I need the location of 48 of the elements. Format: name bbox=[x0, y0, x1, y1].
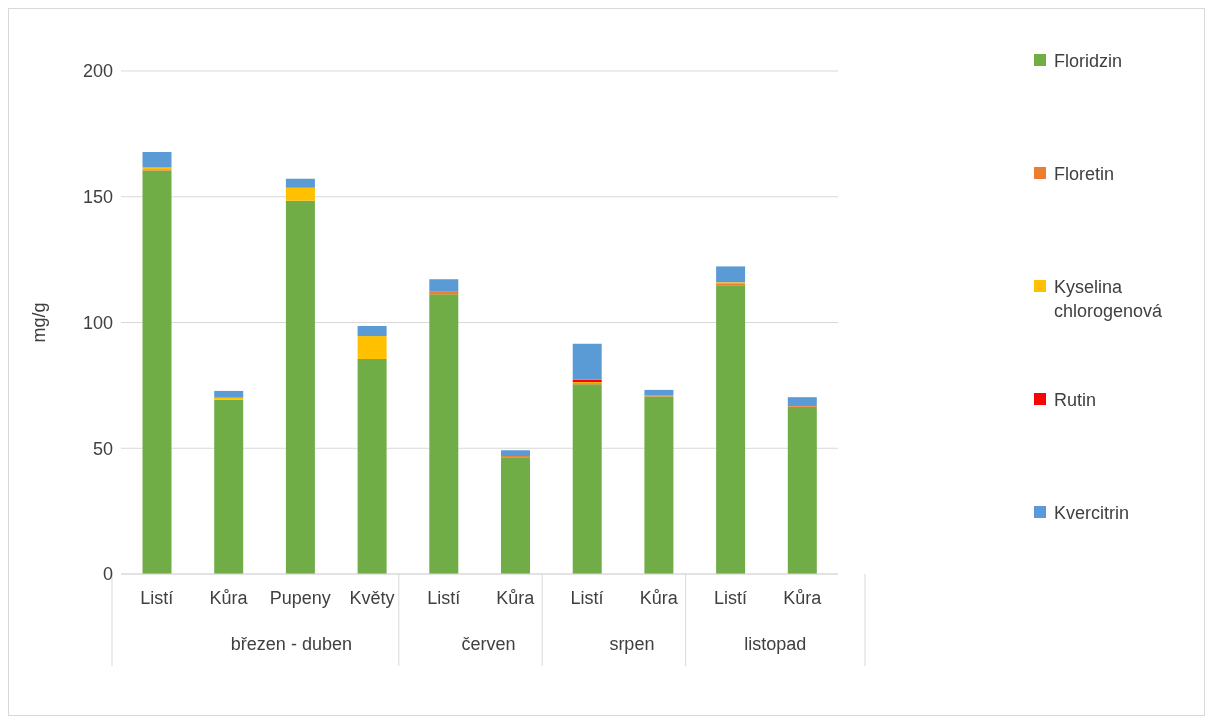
bar bbox=[142, 170, 172, 574]
bar bbox=[214, 397, 244, 400]
x-tick-label: Kůra bbox=[639, 588, 679, 608]
bar bbox=[285, 178, 315, 188]
bar bbox=[429, 279, 459, 292]
legend-label: Rutin bbox=[1054, 389, 1098, 412]
legend-label: Kvercitrin bbox=[1054, 502, 1130, 525]
y-tick-label: 0 bbox=[102, 564, 113, 585]
bar bbox=[214, 390, 244, 398]
bar bbox=[644, 396, 674, 574]
bar bbox=[572, 384, 602, 574]
bar bbox=[357, 358, 387, 574]
bar bbox=[429, 294, 459, 574]
bar bbox=[214, 399, 244, 574]
y-tick-label: 150 bbox=[82, 187, 113, 208]
text: srpen bbox=[609, 634, 655, 654]
bar bbox=[142, 151, 172, 168]
bar bbox=[716, 285, 746, 574]
x-tick-label: Kůra bbox=[783, 588, 823, 608]
x-tick-label: Listí bbox=[140, 588, 174, 608]
bar bbox=[787, 397, 817, 406]
y-axis-title: mg/g bbox=[29, 302, 50, 343]
bar bbox=[285, 200, 315, 574]
y-tick-label: 100 bbox=[82, 312, 113, 333]
bar bbox=[285, 187, 315, 201]
legend-label: Kyselina chlorogenová bbox=[1054, 276, 1164, 323]
legend-label: Floridzin bbox=[1054, 50, 1124, 73]
text: červen bbox=[461, 634, 516, 654]
x-tick-label: Listí bbox=[427, 588, 461, 608]
x-tick-label: Kůra bbox=[209, 588, 249, 608]
text: březen - duben bbox=[230, 634, 352, 654]
bar bbox=[501, 457, 531, 574]
y-tick-label: 50 bbox=[92, 438, 113, 459]
y-tick-label: 200 bbox=[82, 61, 113, 82]
bar bbox=[357, 336, 387, 359]
x-tick-label: Květy bbox=[349, 588, 395, 608]
x-tick-label: Listí bbox=[713, 588, 747, 608]
bar bbox=[357, 326, 387, 337]
legend-label: Floretin bbox=[1054, 163, 1116, 186]
x-tick-label: Kůra bbox=[496, 588, 536, 608]
bar bbox=[644, 389, 674, 396]
x-tick-label: Listí bbox=[570, 588, 604, 608]
x-tick-label: Pupeny bbox=[269, 588, 331, 608]
bar bbox=[716, 266, 746, 283]
bar bbox=[787, 406, 817, 574]
bar bbox=[501, 450, 531, 457]
bar bbox=[572, 343, 602, 380]
text: listopad bbox=[744, 634, 807, 654]
